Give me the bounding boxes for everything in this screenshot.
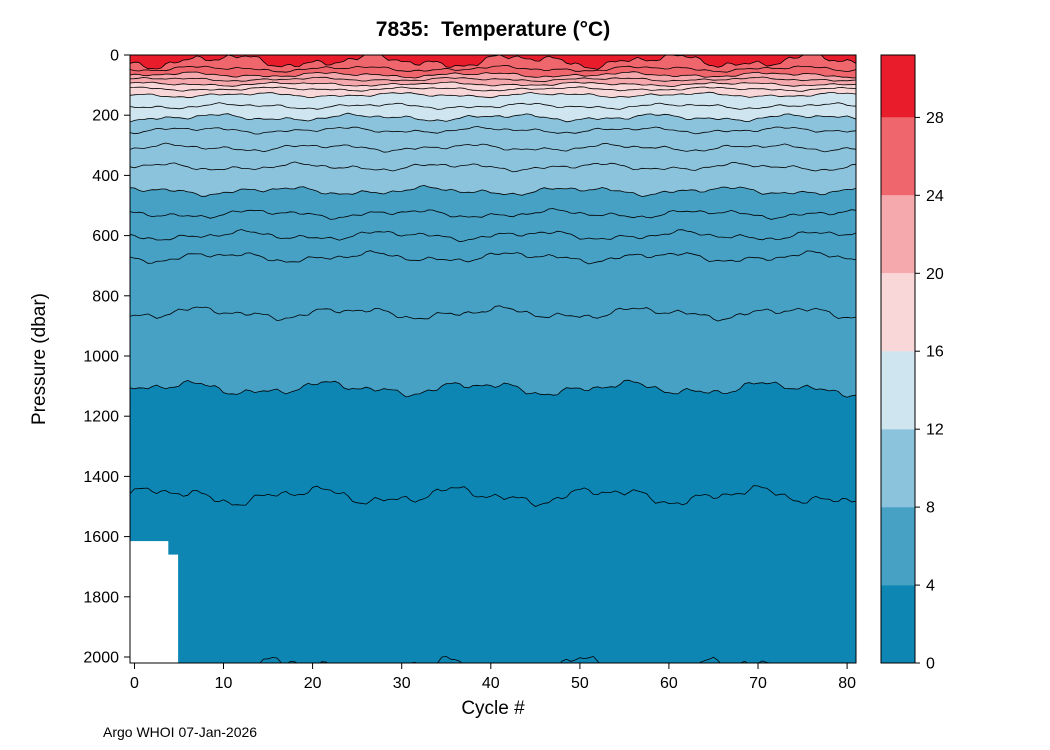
contour-fills [130, 55, 856, 663]
svg-text:70: 70 [749, 675, 767, 692]
footer-note: Argo WHOI 07-Jan-2026 [103, 724, 258, 740]
svg-text:0: 0 [926, 656, 935, 673]
chart-title: 7835: Temperature (°C) [375, 18, 611, 41]
svg-text:8: 8 [926, 500, 935, 517]
svg-text:24: 24 [926, 188, 944, 205]
contour-lines [130, 55, 856, 663]
svg-text:16: 16 [926, 344, 944, 361]
y-axis: 0 200 400 600 800 1000 1200 1400 1600 1800 2000 [83, 48, 130, 667]
svg-text:80: 80 [838, 675, 856, 692]
svg-text:0: 0 [130, 675, 139, 692]
svg-text:0: 0 [110, 48, 119, 65]
svg-text:1400: 1400 [83, 469, 119, 486]
colorbar: 0 4 8 12 16 20 24 28 [880, 54, 944, 673]
svg-text:800: 800 [92, 288, 119, 305]
axes-box [129, 54, 857, 664]
svg-text:40: 40 [482, 675, 500, 692]
svg-text:1600: 1600 [83, 529, 119, 546]
missing-data-mask [130, 541, 179, 663]
svg-text:60: 60 [660, 675, 678, 692]
svg-text:200: 200 [92, 108, 119, 125]
svg-text:20: 20 [304, 675, 322, 692]
svg-text:1000: 1000 [83, 349, 119, 366]
svg-text:400: 400 [92, 168, 119, 185]
svg-text:20: 20 [926, 266, 944, 283]
svg-text:4: 4 [926, 578, 935, 595]
x-axis: 0 10 20 30 40 50 60 70 80 [130, 663, 856, 692]
x-axis-label: Cycle # [461, 698, 525, 719]
svg-text:28: 28 [926, 110, 944, 127]
svg-text:10: 10 [215, 675, 233, 692]
svg-text:2000: 2000 [83, 650, 119, 667]
svg-text:1800: 1800 [83, 589, 119, 606]
svg-text:50: 50 [571, 675, 589, 692]
svg-text:30: 30 [393, 675, 411, 692]
svg-text:600: 600 [92, 228, 119, 245]
svg-text:1200: 1200 [83, 409, 119, 426]
svg-text:12: 12 [926, 422, 944, 439]
